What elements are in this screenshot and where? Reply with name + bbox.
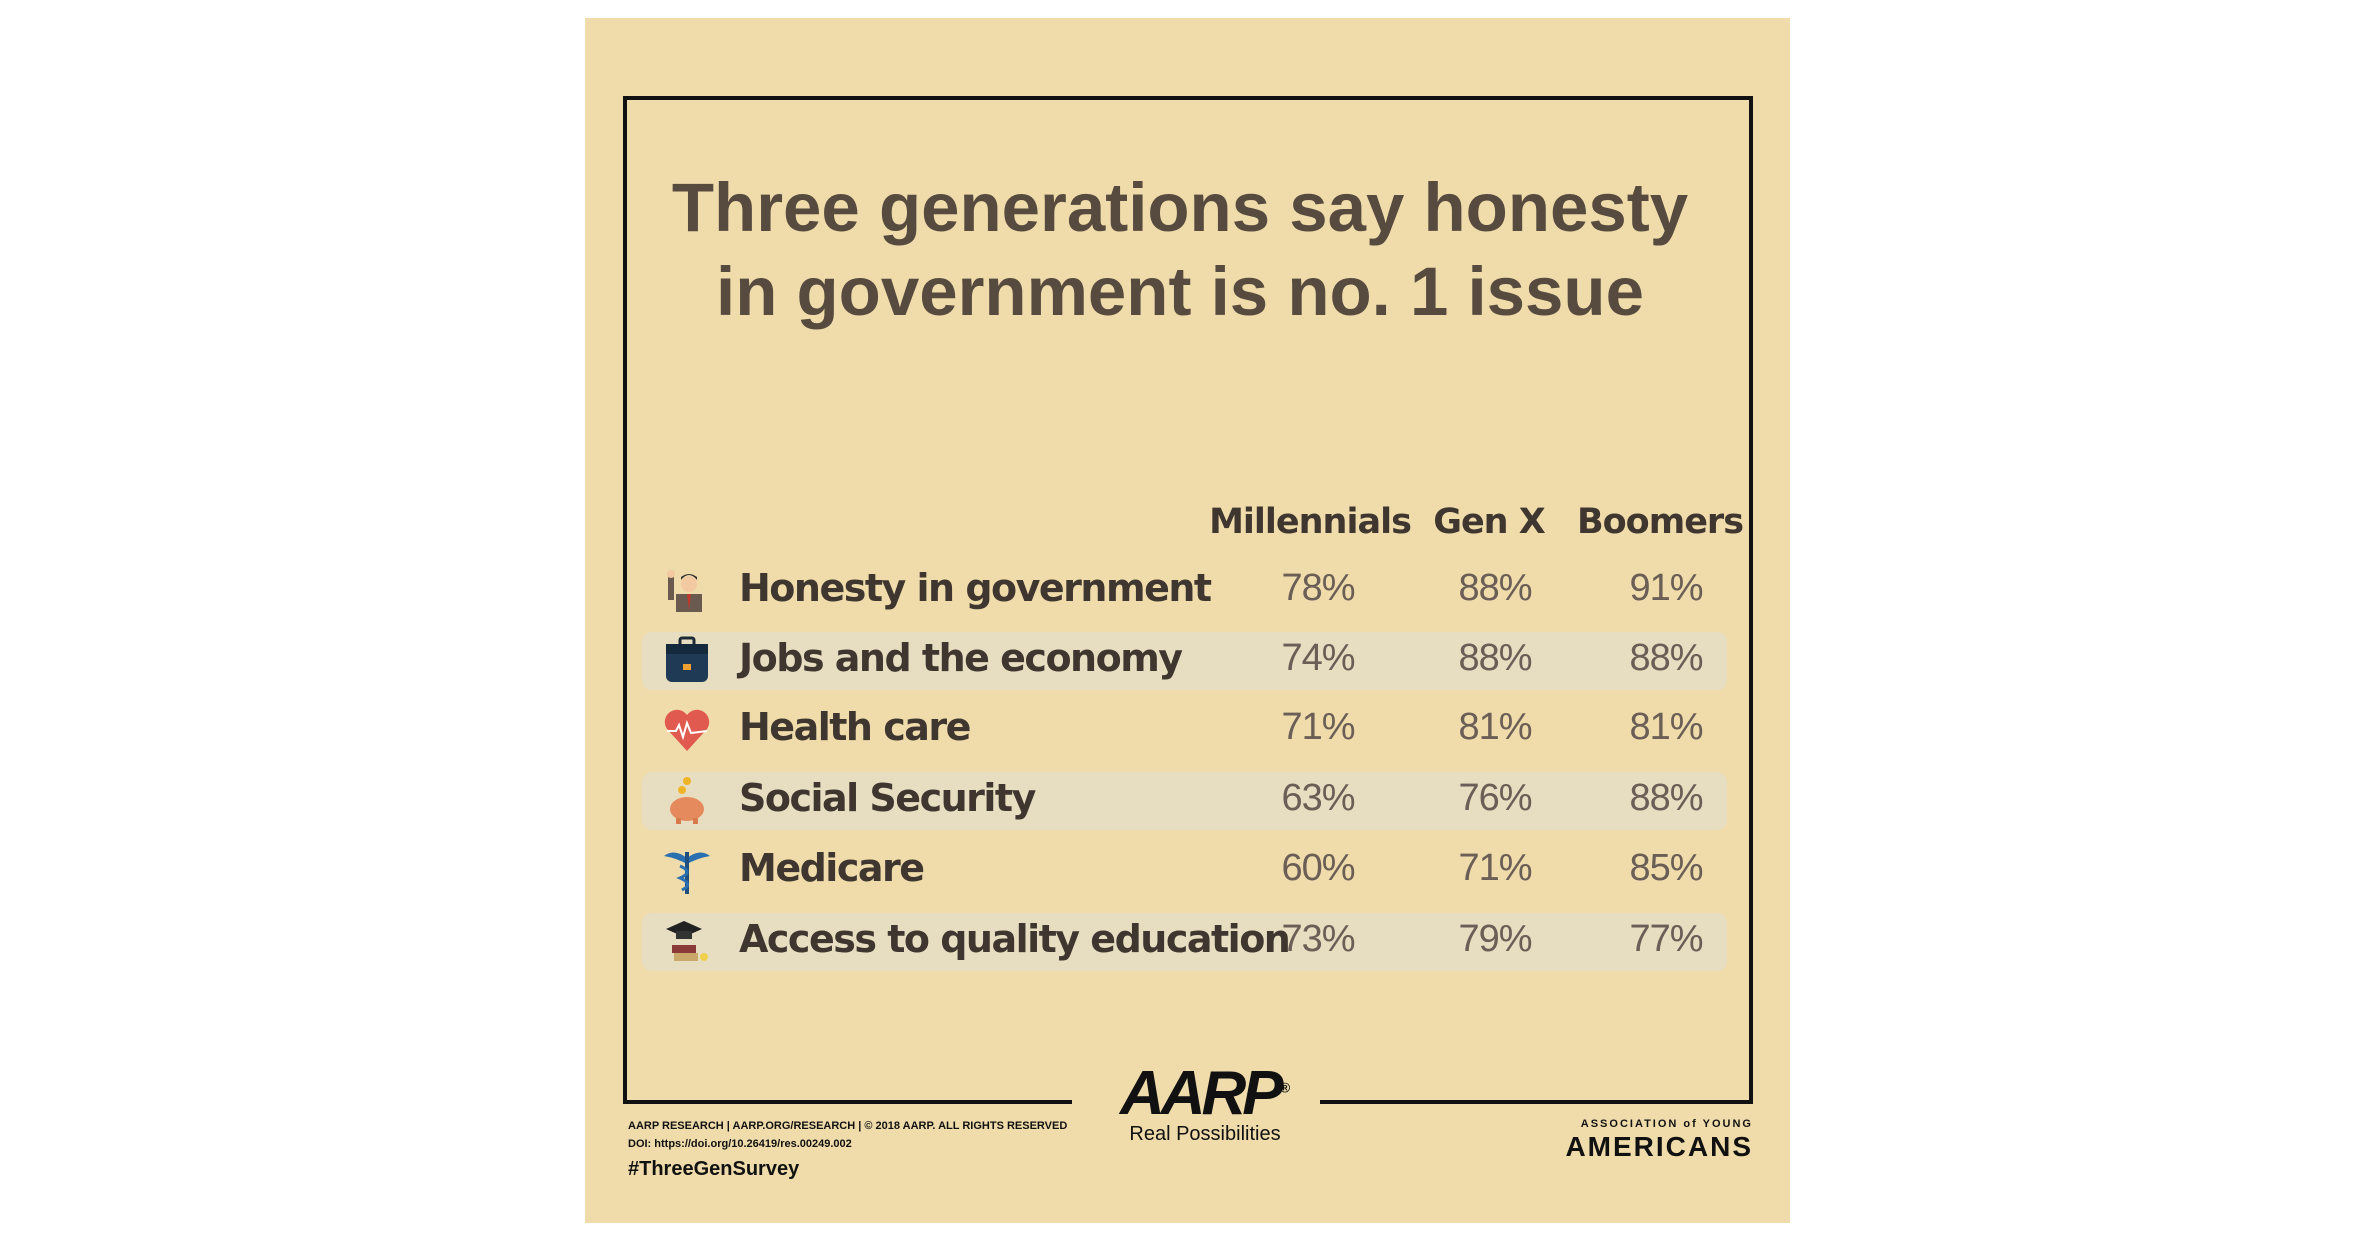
row-value: 71% bbox=[1458, 847, 1532, 889]
column-header-millennials: Millennials bbox=[1209, 502, 1412, 542]
table-row: Medicare 60% 71% 85% bbox=[642, 842, 1727, 900]
table-row: Access to quality education 73% 79% 77% bbox=[642, 913, 1727, 971]
column-header-genx: Gen X bbox=[1433, 502, 1546, 542]
title-line-2: in government is no. 1 issue bbox=[716, 253, 1644, 330]
aarp-logo: AARP® bbox=[1119, 1059, 1290, 1128]
table-row: Honesty in government 78% 88% 91% bbox=[642, 562, 1727, 620]
piggy-bank-icon bbox=[662, 776, 712, 826]
graduation-cap-icon bbox=[662, 917, 712, 967]
row-label: Access to quality education bbox=[739, 917, 1291, 961]
partner-logo-line2: AMERICANS bbox=[1565, 1131, 1753, 1162]
logo-gap bbox=[1072, 1092, 1320, 1104]
aarp-tagline: Real Possibilities bbox=[1129, 1123, 1281, 1145]
row-value: 88% bbox=[1629, 777, 1703, 819]
row-label: Honesty in government bbox=[739, 566, 1212, 610]
title-line-1: Three generations say honesty bbox=[671, 169, 1689, 246]
briefcase-icon bbox=[662, 636, 712, 686]
doi-text: DOI: https://doi.org/10.26419/res.00249.… bbox=[628, 1138, 852, 1150]
row-value: 71% bbox=[1281, 706, 1355, 748]
row-value: 63% bbox=[1281, 777, 1355, 819]
infographic: Three generations say honesty in governm… bbox=[585, 18, 1790, 1223]
row-value: 81% bbox=[1629, 706, 1703, 748]
hashtag: #ThreeGenSurvey bbox=[628, 1158, 800, 1180]
row-value: 73% bbox=[1281, 918, 1355, 960]
credit-text: AARP RESEARCH | AARP.ORG/RESEARCH | © 20… bbox=[628, 1120, 1068, 1132]
partner-logo-line1: ASSOCIATION of YOUNG bbox=[1580, 1118, 1753, 1130]
row-value: 79% bbox=[1458, 918, 1532, 960]
row-value: 88% bbox=[1458, 637, 1532, 679]
row-value: 88% bbox=[1629, 637, 1703, 679]
row-label: Social Security bbox=[739, 776, 1036, 820]
row-value: 76% bbox=[1458, 777, 1532, 819]
column-header-boomers: Boomers bbox=[1576, 502, 1744, 542]
table-row: Jobs and the economy 74% 88% 88% bbox=[642, 632, 1727, 690]
row-label: Jobs and the economy bbox=[739, 636, 1183, 680]
row-value: 88% bbox=[1458, 567, 1532, 609]
page-title: Three generations say honesty in governm… bbox=[585, 166, 1775, 334]
row-value: 74% bbox=[1281, 637, 1355, 679]
row-value: 81% bbox=[1458, 706, 1532, 748]
politician-icon bbox=[662, 566, 712, 616]
row-label: Health care bbox=[739, 705, 971, 749]
aarp-logo-text: AARP bbox=[1119, 1059, 1284, 1128]
caduceus-icon bbox=[662, 846, 712, 896]
row-value: 77% bbox=[1629, 918, 1703, 960]
heart-pulse-icon bbox=[662, 705, 712, 755]
row-value: 78% bbox=[1281, 567, 1355, 609]
table-row: Social Security 63% 76% 88% bbox=[642, 772, 1727, 830]
row-value: 60% bbox=[1281, 847, 1355, 889]
table-row: Health care 71% 81% 81% bbox=[642, 701, 1727, 759]
row-label: Medicare bbox=[739, 846, 925, 890]
row-value: 85% bbox=[1629, 847, 1703, 889]
row-value: 91% bbox=[1629, 567, 1703, 609]
